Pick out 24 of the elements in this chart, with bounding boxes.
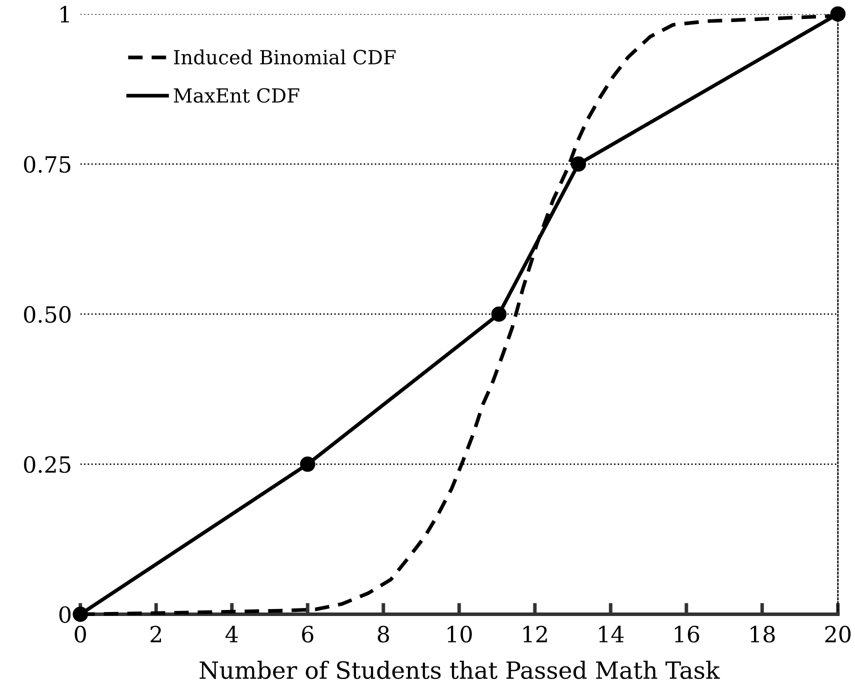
x-tick-label: 12 bbox=[523, 626, 547, 642]
x-tick-label: 4 bbox=[225, 626, 238, 642]
point bbox=[830, 6, 846, 22]
legend-label: Induced Binomial CDF bbox=[174, 49, 396, 65]
point bbox=[72, 606, 88, 622]
x-tick-label: 8 bbox=[378, 626, 389, 643]
y-tick-label: 0.50 bbox=[24, 306, 71, 323]
y-tick-label: 0 bbox=[59, 606, 71, 623]
y-tick-label: 1 bbox=[60, 6, 69, 22]
x-tick-label: 16 bbox=[674, 626, 700, 643]
legend-label: MaxEnt CDF bbox=[174, 88, 300, 103]
x-tick-label: 18 bbox=[750, 626, 775, 643]
y-tick-label: 0.25 bbox=[24, 456, 70, 473]
x-tick-label: 14 bbox=[599, 626, 624, 642]
x-tick-label: 2 bbox=[150, 626, 162, 642]
x-axis-title: Number of Students that Passed Math Task bbox=[200, 660, 720, 680]
y-tick-label: 0.75 bbox=[24, 156, 70, 173]
x-tick-label: 6 bbox=[302, 626, 314, 643]
x-tick-label: 10 bbox=[448, 626, 472, 643]
point bbox=[570, 156, 586, 172]
x-tick-label: 20 bbox=[825, 626, 851, 643]
point bbox=[300, 456, 316, 472]
point bbox=[491, 306, 507, 322]
x-tick-label: 0 bbox=[74, 626, 86, 643]
